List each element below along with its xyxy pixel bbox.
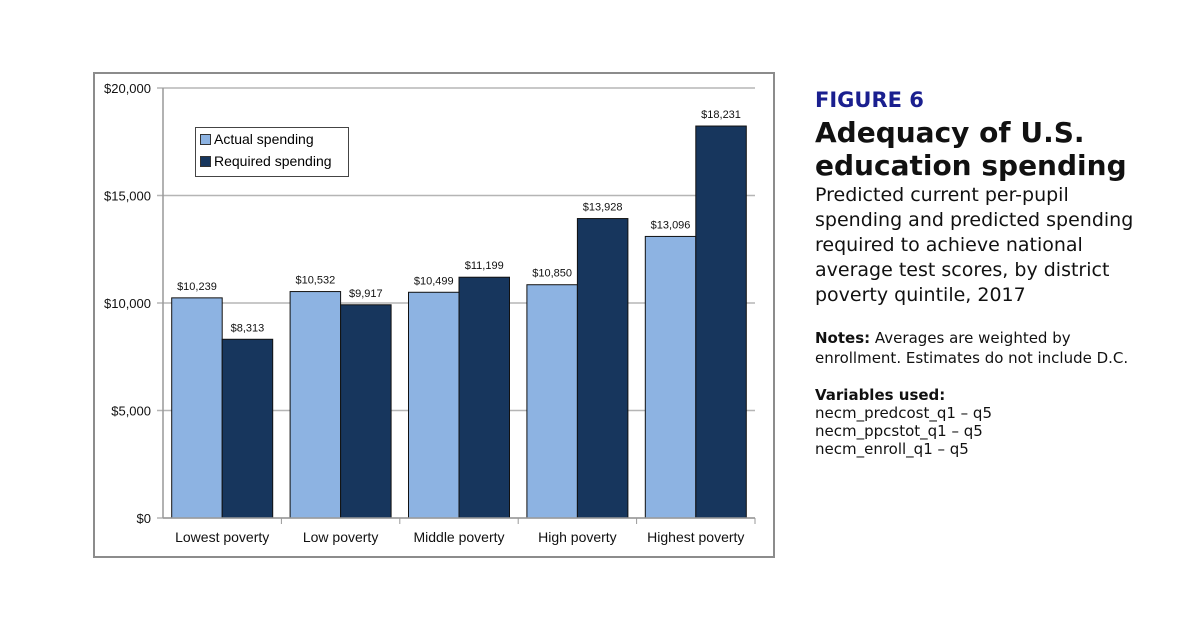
figure-label: FIGURE 6 xyxy=(815,88,924,112)
legend-swatch xyxy=(200,155,211,167)
legend: Actual spending Required spending xyxy=(195,127,349,177)
figure-title: Adequacy of U.S. education spending xyxy=(815,116,1127,182)
bar-required xyxy=(576,218,629,519)
data-label: $10,499 xyxy=(414,275,454,287)
data-label: $10,239 xyxy=(177,281,217,293)
x-tick-label: Middle poverty xyxy=(413,529,504,545)
figure-subtitle: Predicted current per-pupil spending and… xyxy=(815,184,1134,306)
bar-actual xyxy=(171,297,223,519)
legend-swatch xyxy=(200,133,211,145)
x-tick-label: Lowest poverty xyxy=(175,529,269,545)
y-tick-label: $5,000 xyxy=(111,404,151,419)
x-tick-label: Low poverty xyxy=(303,529,378,545)
variable-item: necm_enroll_q1 – q5 xyxy=(815,440,969,458)
legend-item-required: Required spending xyxy=(196,150,348,172)
bar-actual xyxy=(408,291,460,519)
data-label: $11,199 xyxy=(465,260,504,272)
notes-label: Notes: xyxy=(815,329,871,347)
data-label: $9,917 xyxy=(349,288,383,300)
x-tick-label: High poverty xyxy=(538,529,617,545)
data-label: $13,096 xyxy=(651,219,691,231)
bar-actual xyxy=(289,291,342,519)
variables-label: Variables used: xyxy=(815,386,946,404)
figure-caption: FIGURE 6 Adequacy of U.S. education spen… xyxy=(815,88,1145,458)
y-tick-label: $0 xyxy=(137,511,151,526)
data-label: $18,231 xyxy=(701,109,741,121)
variable-item: necm_predcost_q1 – q5 xyxy=(815,404,992,422)
data-label: $8,313 xyxy=(231,322,265,334)
legend-label: Required spending xyxy=(214,153,332,169)
data-label: $10,850 xyxy=(532,268,572,280)
bar-required xyxy=(458,276,510,519)
chart-frame xyxy=(93,72,775,558)
x-tick-label: Highest poverty xyxy=(647,529,744,545)
bar-required xyxy=(340,304,392,519)
legend-item-actual: Actual spending xyxy=(196,128,348,150)
variable-item: necm_ppcstot_q1 – q5 xyxy=(815,422,983,440)
data-label: $10,532 xyxy=(295,275,335,287)
notes-text: Averages are weighted by enrollment. Est… xyxy=(815,329,1129,367)
bar-actual xyxy=(644,235,697,519)
bar-required xyxy=(221,338,274,519)
legend-label: Actual spending xyxy=(214,131,314,147)
bar-actual xyxy=(526,284,578,519)
bar-required xyxy=(695,125,747,519)
notes: Notes: Averages are weighted by enrollme… xyxy=(815,328,1145,368)
data-label: $13,928 xyxy=(583,202,623,214)
variables: Variables used: necm_predcost_q1 – q5 ne… xyxy=(815,386,1145,458)
y-tick-label: $20,000 xyxy=(104,81,151,96)
y-tick-label: $10,000 xyxy=(104,296,151,311)
y-tick-label: $15,000 xyxy=(104,189,151,204)
